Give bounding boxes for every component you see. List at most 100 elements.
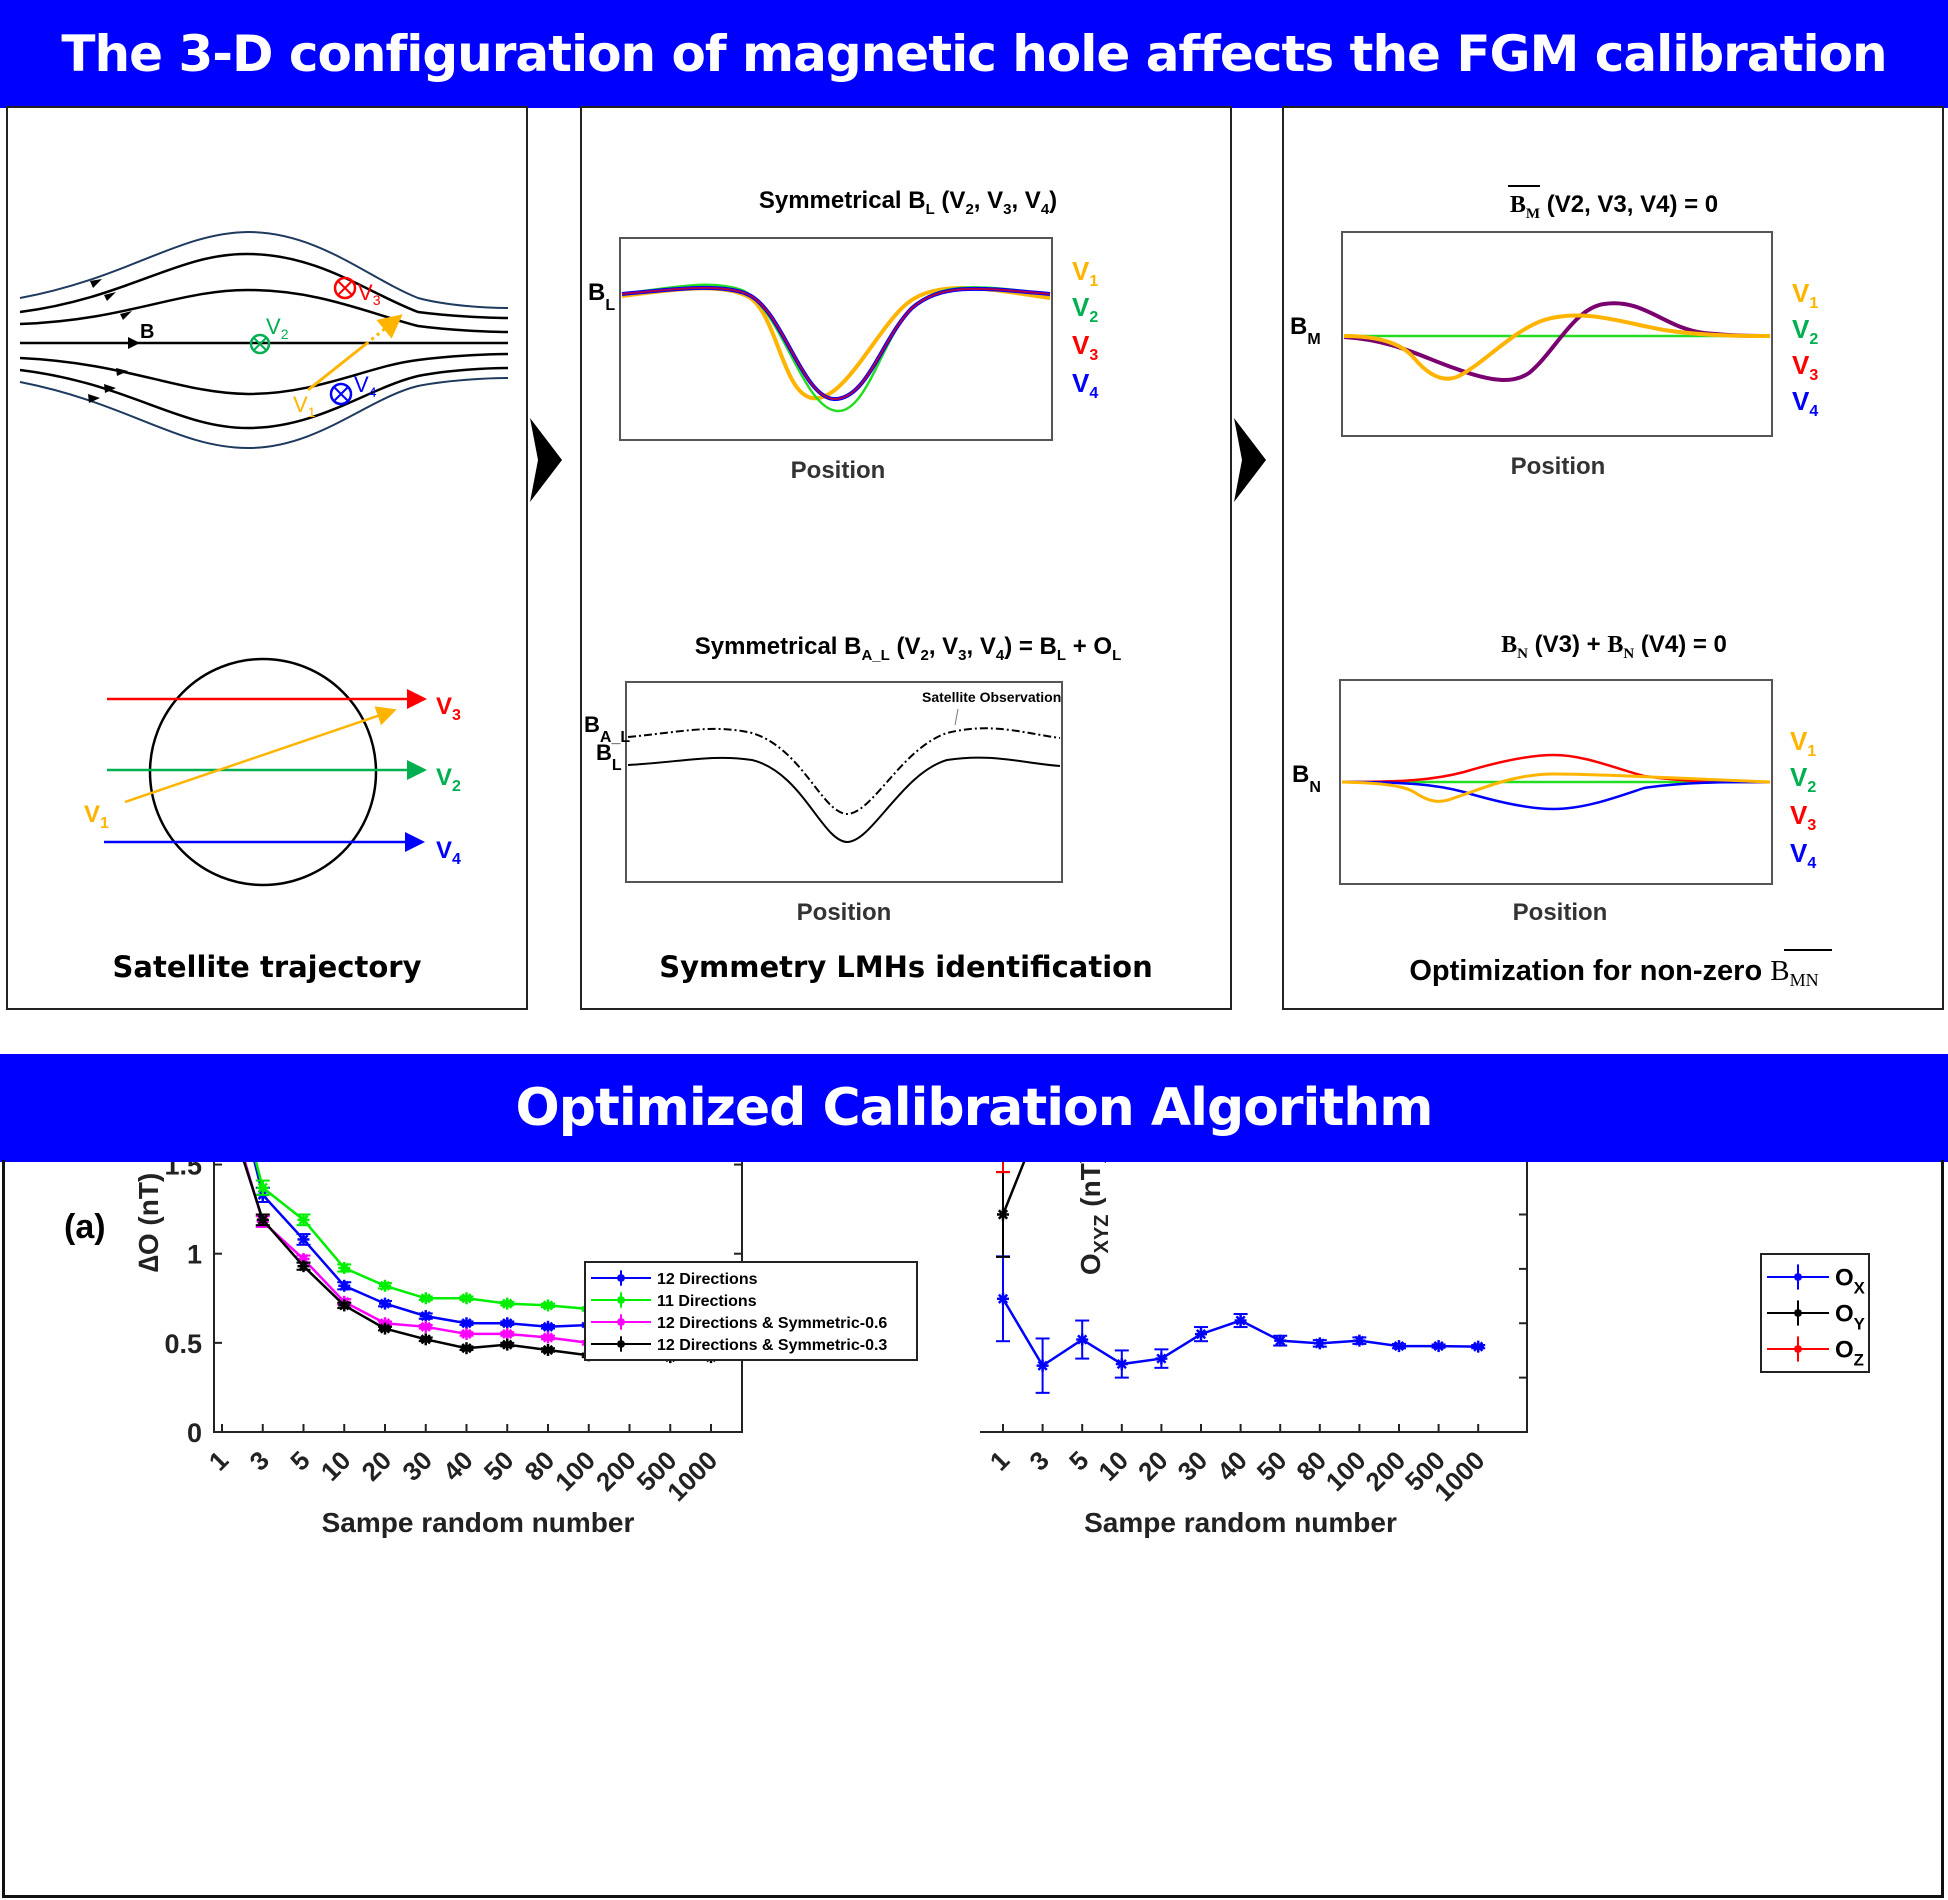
marker-stroke (997, 1293, 1009, 1304)
field-line (19, 230, 509, 309)
y-tick-label: 0 (187, 1418, 202, 1448)
legend-marker (1794, 1345, 1802, 1353)
data-point (460, 1317, 473, 1330)
marker-stroke (542, 1344, 554, 1356)
data-point (501, 1297, 514, 1310)
x-tick-label: 5 (284, 1445, 315, 1476)
marker-stroke (1314, 1338, 1325, 1349)
marker-stroke (502, 1298, 513, 1309)
marker-stroke (379, 1323, 391, 1334)
data-point (297, 1233, 310, 1246)
data-point (419, 1320, 432, 1333)
y-tick-label: 0.5 (164, 1329, 202, 1359)
v1-label: V1 (293, 392, 316, 420)
x-tick-label: 50 (478, 1445, 520, 1487)
legend-v1: V1 (1792, 278, 1818, 312)
marker-stroke (542, 1300, 554, 1311)
top-banner-title: The 3-D configuration of magnetic hole a… (61, 25, 1887, 83)
x-tick-label: 10 (315, 1445, 357, 1487)
bottom-banner: Optimized Calibration Algorithm (0, 1054, 1948, 1162)
marker-stroke (502, 1318, 513, 1329)
plot1-title: BM (V2, V3, V4) = 0 (1510, 191, 1718, 222)
series-ox (996, 1255, 1486, 1394)
plot2-ylabel-bal: BA_L (584, 712, 630, 746)
field-arrow-icon (128, 337, 140, 349)
legend-marker (617, 1274, 625, 1282)
v2-into-page-icon (249, 333, 271, 355)
legend-v4: V4 (1072, 368, 1098, 402)
data-point (1472, 1340, 1485, 1353)
field-arrow-icon (104, 292, 116, 301)
x-tick-label: 20 (1132, 1445, 1174, 1487)
x-tick-label: 3 (1023, 1445, 1054, 1476)
x-tick-label: 10 (1092, 1445, 1134, 1487)
legend-marker (1794, 1309, 1802, 1317)
v1-path-label: V1 (84, 801, 109, 832)
marker-stroke (420, 1293, 431, 1304)
marker-stroke (420, 1311, 431, 1322)
legend-label: 12 Directions & Symmetric-0.6 (657, 1315, 887, 1332)
annotation-satellite-observation: Satellite Observation (922, 689, 1061, 705)
plot2-ylabel-bl: BL (596, 740, 622, 774)
marker-stroke (257, 1182, 268, 1193)
plot1-title: Symmetrical BL (V2, V3, V4) (759, 187, 1057, 218)
legend-marker (617, 1340, 625, 1348)
v3-path-label: V3 (436, 693, 461, 724)
data-point (542, 1331, 554, 1344)
plot1-ylabel: BM (1290, 313, 1321, 348)
data-point (379, 1297, 391, 1310)
marker-stroke (339, 1262, 350, 1274)
plot1-ylabel: BL (588, 279, 615, 314)
data-point (338, 1261, 351, 1274)
data-point (1195, 1328, 1207, 1341)
optimization-plots: BM (V2, V3, V4) = 0 BM V1 V2 V3 V4 Posit… (1290, 185, 1832, 990)
x-tick-label: 1 (203, 1445, 234, 1476)
y-axis-label: ∆O (nT) (133, 1173, 164, 1273)
data-point (1432, 1340, 1445, 1353)
y-tick-label: 1.5 (164, 1162, 202, 1181)
data-point (1234, 1314, 1247, 1327)
x-tick-label: 5 (1063, 1445, 1094, 1476)
y-tick-label: 1 (187, 1240, 202, 1270)
data-point (997, 1208, 1009, 1221)
data-point (419, 1310, 432, 1323)
chevron-right-icon (530, 418, 562, 502)
marker-stroke (1116, 1358, 1127, 1370)
marker-stroke (1275, 1335, 1286, 1346)
marker-stroke (502, 1339, 513, 1350)
marker-stroke (339, 1280, 350, 1291)
v3-into-page-icon (333, 276, 357, 300)
legend-marker (617, 1318, 625, 1326)
marker-stroke (1156, 1353, 1167, 1364)
legend-v2: V2 (1072, 292, 1098, 326)
data-point (1274, 1334, 1287, 1347)
marker-stroke (461, 1318, 472, 1329)
v1-trajectory-dotted (365, 314, 403, 346)
marker-stroke (461, 1293, 472, 1304)
curve-v1 (1341, 772, 1771, 803)
trajectory-diagram: B V2 V3 V4 V1 V3 V2 (19, 230, 509, 887)
marker-stroke (1794, 1273, 1802, 1281)
v4-into-page-icon (329, 382, 353, 406)
legend-v2: V2 (1790, 762, 1816, 796)
curve-v3 (621, 286, 1051, 401)
marker-stroke (1473, 1341, 1484, 1352)
data-point (997, 1292, 1009, 1305)
data-point (1353, 1334, 1366, 1347)
legend-item: 12 Directions & Symmetric-0.3 (591, 1336, 887, 1354)
legend-v1: V1 (1072, 256, 1098, 290)
field-line (19, 288, 509, 334)
legend-v4: V4 (1790, 838, 1816, 872)
plot2-title: Symmetrical BA_L (V2, V3, V4) = BL + OL (695, 633, 1122, 664)
series-oz (996, 1162, 1010, 1174)
marker-stroke (1794, 1345, 1802, 1353)
field-arrow-icon (120, 311, 132, 320)
x-axis-label: Sampe random number (1084, 1507, 1397, 1538)
marker-stroke (1433, 1341, 1444, 1352)
series-oy (996, 1162, 1026, 1258)
data-point (501, 1327, 514, 1340)
legend-item: 11 Directions (591, 1292, 757, 1310)
marker-stroke (461, 1328, 472, 1340)
data-point (419, 1333, 432, 1346)
data-point (1313, 1337, 1326, 1350)
